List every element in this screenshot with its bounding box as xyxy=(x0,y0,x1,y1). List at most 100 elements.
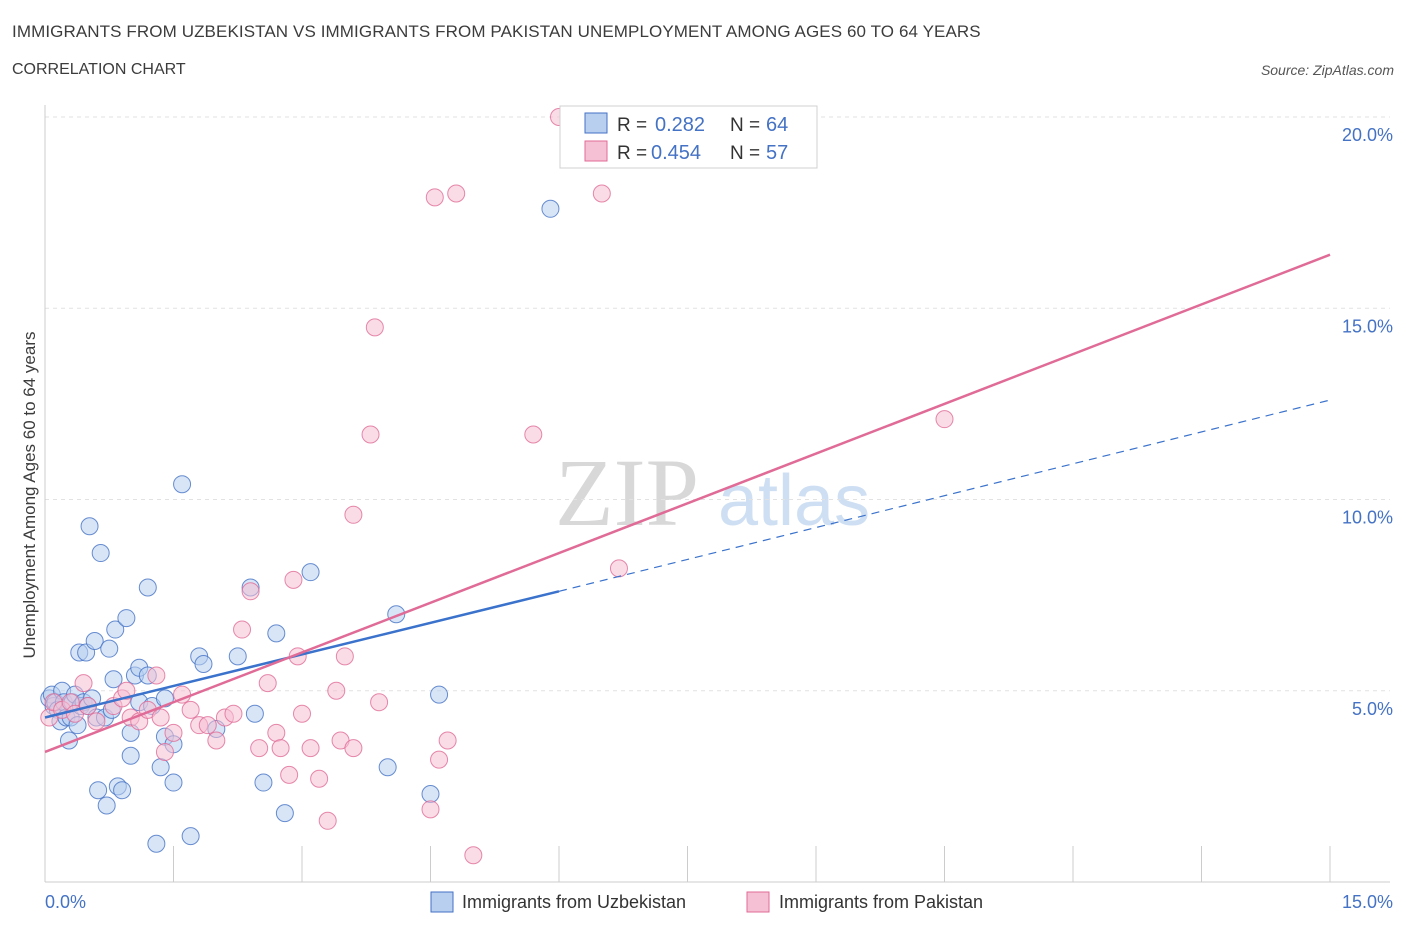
point-pakistan-22 xyxy=(207,731,226,750)
point-pakistan-32 xyxy=(284,570,303,589)
point-pakistan-35 xyxy=(301,739,320,758)
point-uzbekistan-58 xyxy=(275,804,294,823)
point-pakistan-17 xyxy=(164,723,183,742)
bottom-legend-label-pakistan: Immigrants from Pakistan xyxy=(779,892,983,912)
point-pakistan-34 xyxy=(293,704,311,723)
point-pakistan-43 xyxy=(361,425,380,444)
point-uzbekistan-35 xyxy=(121,746,140,765)
point-pakistan-5 xyxy=(74,674,93,693)
legend-r-value-pakistan: 0.454 xyxy=(651,142,701,164)
point-uzbekistan-29 xyxy=(104,670,123,689)
point-pakistan-47 xyxy=(421,800,440,819)
point-uzbekistan-62 xyxy=(421,785,440,804)
point-uzbekistan-39 xyxy=(138,578,157,597)
point-pakistan-40 xyxy=(344,739,363,758)
watermark-zip: ZIP xyxy=(555,439,699,546)
point-uzbekistan-46 xyxy=(164,773,183,792)
point-uzbekistan-63 xyxy=(430,685,449,704)
point-pakistan-44 xyxy=(370,693,389,712)
y-tick-label-1: 10.0% xyxy=(1342,508,1393,528)
point-pakistan-19 xyxy=(181,700,200,719)
point-uzbekistan-60 xyxy=(378,758,397,777)
grid-lines xyxy=(45,116,1390,692)
point-pakistan-45 xyxy=(365,318,384,337)
chart-title: IMMIGRANTS FROM UZBEKISTAN VS IMMIGRANTS… xyxy=(12,22,981,41)
point-pakistan-56 xyxy=(447,184,466,203)
trendline-pakistan xyxy=(44,253,1331,754)
point-pakistan-54 xyxy=(935,410,954,429)
point-uzbekistan-24 xyxy=(91,544,110,563)
point-pakistan-21 xyxy=(198,716,217,735)
point-uzbekistan-57 xyxy=(267,624,286,643)
point-uzbekistan-30 xyxy=(106,620,125,639)
point-uzbekistan-27 xyxy=(100,639,119,658)
y-tick-label-2: 15.0% xyxy=(1342,316,1393,336)
point-uzbekistan-42 xyxy=(147,834,166,853)
point-pakistan-27 xyxy=(250,739,269,758)
point-uzbekistan-64 xyxy=(541,199,560,218)
point-pakistan-50 xyxy=(524,425,543,444)
point-pakistan-30 xyxy=(271,739,290,758)
legend-n-value-pakistan: 57 xyxy=(766,142,788,164)
point-uzbekistan-21 xyxy=(85,632,104,651)
legend-r-label-uzbekistan: R = xyxy=(617,115,647,136)
point-uzbekistan-19 xyxy=(80,517,99,536)
bottom-legend-label-uzbekistan: Immigrants from Uzbekistan xyxy=(462,892,686,912)
source-label: Source: ZipAtlas.com xyxy=(1260,62,1394,78)
point-pakistan-36 xyxy=(310,769,329,788)
point-uzbekistan-49 xyxy=(181,827,200,846)
point-pakistan-31 xyxy=(280,765,299,784)
point-uzbekistan-23 xyxy=(89,781,108,800)
point-pakistan-42 xyxy=(344,505,363,524)
point-pakistan-14 xyxy=(147,666,166,685)
point-uzbekistan-55 xyxy=(245,704,264,723)
point-pakistan-53 xyxy=(609,559,628,578)
point-pakistan-26 xyxy=(241,582,260,601)
y-tick-label-3: 20.0% xyxy=(1342,125,1393,145)
point-pakistan-10 xyxy=(117,681,136,700)
point-uzbekistan-53 xyxy=(228,647,247,666)
point-pakistan-28 xyxy=(258,674,277,693)
y-tick-labels: 5.0% 10.0% 15.0% 20.0% xyxy=(1342,125,1393,719)
point-pakistan-38 xyxy=(327,681,346,700)
legend-swatch-uzbekistan xyxy=(584,112,608,134)
axes xyxy=(44,105,1390,883)
series-legend: Immigrants from Uzbekistan Immigrants fr… xyxy=(430,891,983,913)
point-uzbekistan-43 xyxy=(151,758,170,777)
y-axis-title: Unemployment Among Ages 60 to 64 years xyxy=(20,332,39,659)
point-pakistan-41 xyxy=(335,647,354,666)
trendline-uzbekistan-extension xyxy=(558,399,1331,592)
legend-r-label-pakistan: R = xyxy=(617,143,647,164)
point-pakistan-48 xyxy=(438,731,457,750)
point-pakistan-25 xyxy=(233,620,252,639)
legend-n-label-uzbekistan: N = xyxy=(730,115,760,136)
trendline-uzbekistan xyxy=(44,590,560,719)
bottom-legend-swatch-pakistan xyxy=(746,891,770,913)
point-pakistan-29 xyxy=(267,723,286,742)
trendlines xyxy=(44,253,1331,754)
point-uzbekistan-51 xyxy=(194,654,213,673)
legend-swatch-pakistan xyxy=(584,140,608,162)
correlation-legend: R = 0.282 N = 64 R = 0.454 N = 57 xyxy=(559,105,818,169)
point-uzbekistan-32 xyxy=(113,781,132,800)
legend-n-value-uzbekistan: 64 xyxy=(766,114,788,136)
legend-n-label-pakistan: N = xyxy=(730,143,760,164)
point-uzbekistan-56 xyxy=(254,773,273,792)
point-uzbekistan-48 xyxy=(173,475,192,494)
point-pakistan-16 xyxy=(155,742,174,761)
watermark-atlas: atlas xyxy=(718,461,870,541)
point-pakistan-52 xyxy=(592,184,611,203)
chart-subtitle: CORRELATION CHART xyxy=(12,61,186,78)
data-points xyxy=(40,108,954,865)
point-pakistan-7 xyxy=(87,712,106,731)
point-pakistan-49 xyxy=(464,846,483,865)
point-pakistan-24 xyxy=(224,704,243,723)
point-pakistan-55 xyxy=(425,188,444,207)
point-pakistan-46 xyxy=(430,750,449,769)
bottom-legend-swatch-uzbekistan xyxy=(430,891,454,913)
point-pakistan-37 xyxy=(318,811,337,830)
x-tick-label-max: 15.0% xyxy=(1342,892,1393,912)
y-tick-label-0: 5.0% xyxy=(1352,699,1393,719)
point-uzbekistan-59 xyxy=(301,563,320,582)
